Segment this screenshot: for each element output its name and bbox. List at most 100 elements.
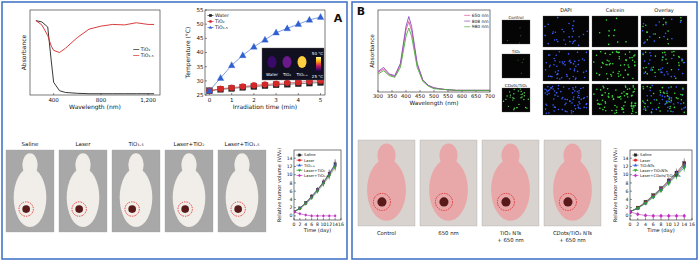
cell-dot <box>616 51 618 53</box>
x-tick <box>434 90 435 92</box>
cell-dot <box>645 107 647 109</box>
cell-dot <box>600 89 602 91</box>
cell-dot <box>632 78 634 80</box>
cell-dot <box>677 102 679 104</box>
cell-dot <box>674 93 676 95</box>
cell-dot <box>664 74 666 76</box>
cell-dot <box>642 30 644 32</box>
cell-dot <box>612 95 614 97</box>
cell-dot <box>600 67 602 69</box>
cell-dot <box>666 93 668 95</box>
cell-dot <box>650 102 652 104</box>
data-point <box>305 214 307 217</box>
cell-dot <box>513 93 514 94</box>
cell-dot <box>521 73 522 74</box>
y-tick <box>205 52 207 53</box>
cell-dot <box>572 76 574 78</box>
cell-dot <box>625 86 627 88</box>
cell-dot <box>683 102 685 104</box>
cell-dot <box>546 91 548 93</box>
cell-dot <box>651 111 653 113</box>
cell-dot <box>569 41 571 43</box>
cell-dot <box>584 77 586 79</box>
cell-dot <box>597 103 599 105</box>
cell-dot <box>631 95 633 97</box>
cell-dot <box>583 98 585 100</box>
micrograph <box>502 54 530 78</box>
cell-dot <box>624 95 626 97</box>
cell-dot <box>660 92 662 94</box>
cell-dot <box>510 94 511 95</box>
legend-marker <box>634 154 637 157</box>
cell-dot <box>546 89 548 91</box>
cell-dot <box>660 71 662 73</box>
cell-dot <box>679 56 681 58</box>
cell-dot <box>546 112 548 114</box>
cell-dot <box>611 110 613 112</box>
cell-dot <box>667 43 669 45</box>
cell-dot <box>549 65 551 67</box>
sample-label: Water <box>266 72 278 77</box>
y-tick <box>205 10 207 11</box>
y-tick <box>294 215 296 216</box>
cell-dot <box>670 110 672 112</box>
cell-dot <box>662 95 664 97</box>
x-tick <box>448 90 449 92</box>
legend: SalineLaserTiO₂NTsLaser+TiO₂NTsLaser+CDo… <box>633 152 681 177</box>
cell-dot <box>606 73 608 75</box>
cell-dot <box>572 28 574 30</box>
color-bar-label: 25 °C <box>312 74 323 79</box>
cell-dot <box>562 61 564 63</box>
cell-dot <box>587 30 589 32</box>
legend-marker <box>634 169 637 172</box>
micrograph <box>502 20 530 44</box>
cell-dot <box>678 62 680 64</box>
cell-dot <box>621 107 623 109</box>
data-point <box>667 182 670 185</box>
plot-frame <box>294 150 341 220</box>
cell-dot <box>674 107 676 109</box>
cell-dot <box>573 41 575 43</box>
legend-line <box>133 49 139 50</box>
x-tick <box>298 93 299 95</box>
data-point <box>659 214 662 218</box>
data-point <box>683 214 686 218</box>
data-point <box>630 210 632 213</box>
x-tick <box>323 218 324 220</box>
cell-dot <box>680 103 682 105</box>
data-point <box>652 214 655 218</box>
cell-dot <box>644 103 646 105</box>
cell-dot <box>671 100 673 102</box>
x-tick-label: 8 <box>316 222 319 227</box>
cell-dot <box>630 105 632 107</box>
y-tick <box>205 80 207 81</box>
cell-dot <box>671 18 673 20</box>
cell-dot <box>643 88 645 90</box>
cell-dot <box>665 33 667 35</box>
sample-spot <box>268 56 277 68</box>
cell-dot <box>548 112 550 114</box>
data-point <box>240 84 246 90</box>
cell-dot <box>564 99 566 101</box>
cell-dot <box>547 43 549 45</box>
cell-dot <box>569 60 571 62</box>
photo-bg <box>358 140 415 226</box>
cell-dot <box>578 95 580 97</box>
cell-dot <box>631 113 633 115</box>
micrograph <box>543 84 589 115</box>
cell-dot <box>627 74 629 76</box>
cell-dot <box>510 96 511 97</box>
cell-dot <box>553 64 555 66</box>
cell-dot <box>655 55 657 57</box>
x-tick-label: 0 <box>629 222 632 227</box>
cell-dot <box>547 86 549 88</box>
mouse-head <box>377 143 395 167</box>
cell-dot <box>628 66 630 68</box>
y-tick-label: 2 <box>290 205 293 210</box>
x-tick-label: 1,200 <box>140 97 156 103</box>
data-point <box>328 175 331 177</box>
cell-dot <box>552 104 554 106</box>
mouse-body <box>173 168 206 227</box>
cell-dot <box>620 98 622 100</box>
mouse-body <box>120 168 153 227</box>
